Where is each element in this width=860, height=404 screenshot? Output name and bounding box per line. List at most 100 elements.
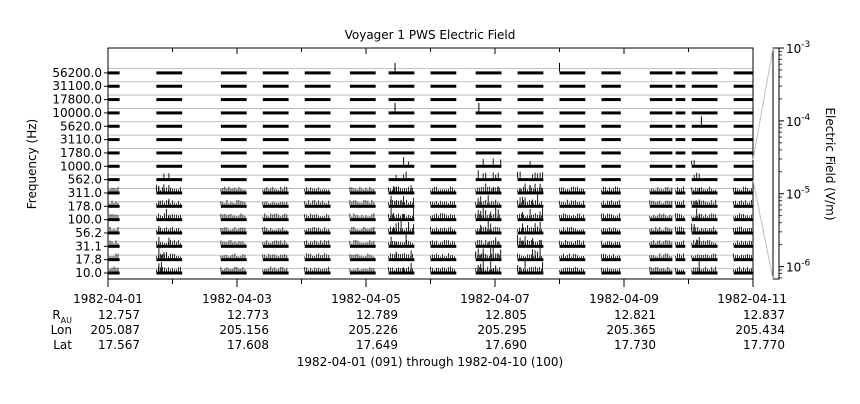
- data-segment: [475, 178, 502, 182]
- ephemeris-value: 17.649: [356, 338, 398, 352]
- burst-spikes: [517, 235, 541, 245]
- y-tick-label: 311.0: [68, 186, 102, 200]
- burst-spikes: [477, 195, 489, 205]
- noise-spike-path: [691, 186, 717, 192]
- colorbar-tick-label: 10-4: [786, 113, 811, 129]
- data-segment: [349, 138, 376, 142]
- noise-spikes: [691, 266, 717, 272]
- noise-spikes: [304, 266, 330, 272]
- noise-spikes: [349, 239, 375, 245]
- data-segment: [517, 98, 544, 102]
- data-segment: [691, 84, 718, 88]
- burst-spikes: [395, 171, 407, 179]
- data-segment: [649, 124, 673, 128]
- data-segment: [475, 244, 502, 248]
- data-segment: [733, 204, 753, 208]
- data-segment: [517, 178, 544, 182]
- colorbar-tick-exponent: -5: [801, 186, 810, 196]
- noise-spikes: [601, 213, 620, 219]
- data-segment: [675, 178, 686, 182]
- burst-spikes: [517, 171, 544, 179]
- burst-spikes: [485, 183, 499, 192]
- data-segment: [675, 271, 686, 275]
- noise-spike-path: [691, 199, 717, 205]
- data-segment: [262, 124, 289, 128]
- noise-spike-path: [559, 213, 584, 219]
- data-segment: [601, 218, 621, 222]
- data-segment: [675, 191, 686, 195]
- data-segment: [156, 84, 183, 88]
- data-segment: [601, 164, 621, 168]
- data-segment: [517, 151, 544, 155]
- data-segment: [691, 178, 718, 182]
- noise-spikes: [517, 213, 542, 219]
- noise-spike-path: [559, 226, 584, 232]
- noise-spike-path: [156, 186, 181, 192]
- colorbar-label: Electric Field (V/m): [823, 107, 837, 220]
- data-segment: [430, 178, 457, 182]
- data-segment: [262, 164, 289, 168]
- data-segment: [349, 271, 376, 275]
- noise-spikes: [156, 239, 181, 245]
- data-segment: [733, 151, 753, 155]
- noise-spike-path: [388, 199, 413, 205]
- data-segment: [349, 151, 376, 155]
- y-tick-label: 1780.0: [60, 146, 102, 160]
- burst-spikes: [691, 223, 695, 232]
- noise-spikes: [559, 239, 584, 245]
- data-segment: [108, 218, 120, 222]
- burst-spikes: [393, 220, 415, 232]
- noise-spikes: [733, 253, 752, 259]
- noise-spikes: [220, 240, 246, 245]
- burst-spikes: [487, 237, 499, 245]
- colorbar-tick-label: 10-6: [786, 259, 811, 275]
- data-segment: [601, 71, 621, 75]
- data-segment: [220, 164, 247, 168]
- data-segment: [108, 151, 120, 155]
- data-segment: [559, 258, 586, 262]
- noise-spike-path: [559, 239, 584, 245]
- noise-spike-path: [733, 186, 752, 192]
- ephemeris-value: 205.365: [606, 323, 656, 337]
- noise-spikes: [475, 199, 501, 205]
- noise-spike-path: [430, 186, 455, 192]
- noise-spikes: [107, 266, 119, 272]
- noise-spikes: [388, 266, 413, 272]
- noise-spikes: [262, 226, 288, 232]
- ephemeris-row-label: Lat: [53, 338, 72, 352]
- data-segment: [388, 204, 415, 208]
- noise-spikes: [107, 214, 119, 219]
- noise-spikes: [156, 186, 181, 192]
- noise-spikes: [107, 186, 119, 192]
- noise-spikes: [691, 253, 717, 259]
- burst-spikes: [696, 237, 700, 245]
- noise-spike-path: [349, 213, 375, 219]
- burst-spikes: [165, 208, 170, 219]
- data-segment: [108, 111, 120, 115]
- data-segment: [601, 204, 621, 208]
- burst-spikes: [395, 250, 412, 259]
- data-segment: [108, 191, 120, 195]
- noise-spike-path: [220, 266, 246, 272]
- data-segment: [517, 244, 544, 248]
- data-segment: [601, 84, 621, 88]
- y-tick-label: 56200.0: [52, 66, 102, 80]
- noise-spikes: [220, 186, 246, 192]
- noise-spike-path: [430, 200, 455, 205]
- noise-spikes: [517, 266, 542, 272]
- burst-spikes: [522, 208, 544, 219]
- data-segment: [733, 271, 753, 275]
- burst-spikes: [477, 170, 499, 179]
- data-segment: [388, 258, 415, 262]
- data-segment: [108, 71, 120, 75]
- ephemeris-table: RAU 12.757 12.773 12.789 12.805 12.821 12.837L…: [51, 308, 785, 352]
- ephemeris-row-label-sub: AU: [61, 316, 72, 325]
- data-segment: [220, 191, 247, 195]
- noise-spikes: [388, 186, 413, 192]
- noise-spike-path: [388, 266, 413, 272]
- colorbar-connector: [752, 179, 774, 280]
- data-segment: [430, 244, 457, 248]
- noise-spike-path: [691, 213, 717, 219]
- colorbar-tick-exponent: -3: [801, 40, 810, 50]
- noise-spike-path: [304, 187, 330, 192]
